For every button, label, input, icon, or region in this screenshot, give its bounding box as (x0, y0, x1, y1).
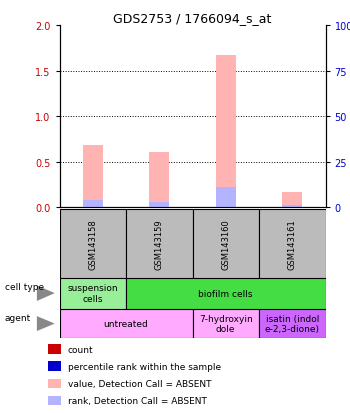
Text: 7-hydroxyin
dole: 7-hydroxyin dole (199, 314, 253, 333)
Bar (48, 344, 61, 354)
Bar (149, 152, 169, 208)
Text: GSM143158: GSM143158 (88, 218, 97, 269)
Text: percentile rank within the sample: percentile rank within the sample (68, 362, 221, 371)
Bar (48, 396, 61, 405)
Bar (259, 210, 326, 278)
Bar (216, 188, 236, 208)
Bar (126, 278, 326, 309)
Bar (149, 202, 169, 208)
Text: rank, Detection Call = ABSENT: rank, Detection Call = ABSENT (68, 396, 207, 405)
Text: GSM143160: GSM143160 (221, 218, 230, 269)
Bar (282, 205, 302, 208)
Title: GDS2753 / 1766094_s_at: GDS2753 / 1766094_s_at (113, 12, 272, 25)
Text: value, Detection Call = ABSENT: value, Detection Call = ABSENT (68, 379, 211, 388)
Polygon shape (37, 316, 55, 331)
Text: isatin (indol
e-2,3-dione): isatin (indol e-2,3-dione) (265, 314, 320, 333)
Bar (60, 309, 192, 339)
Bar (193, 210, 259, 278)
Bar (48, 362, 61, 371)
Bar (193, 309, 259, 339)
Text: agent: agent (5, 313, 31, 322)
Text: untreated: untreated (104, 319, 148, 328)
Bar (259, 309, 326, 339)
Text: biofilm cells: biofilm cells (198, 289, 253, 298)
Bar (282, 192, 302, 208)
Bar (48, 379, 61, 388)
Bar (60, 278, 126, 309)
Polygon shape (37, 286, 55, 301)
Text: suspension
cells: suspension cells (68, 284, 118, 303)
Bar (216, 56, 236, 208)
Text: cell type: cell type (5, 283, 44, 292)
Text: GSM143161: GSM143161 (288, 218, 297, 269)
Text: count: count (68, 345, 93, 354)
Bar (126, 210, 192, 278)
Bar (83, 200, 103, 208)
Text: GSM143159: GSM143159 (155, 218, 164, 269)
Bar (60, 210, 126, 278)
Bar (83, 146, 103, 208)
